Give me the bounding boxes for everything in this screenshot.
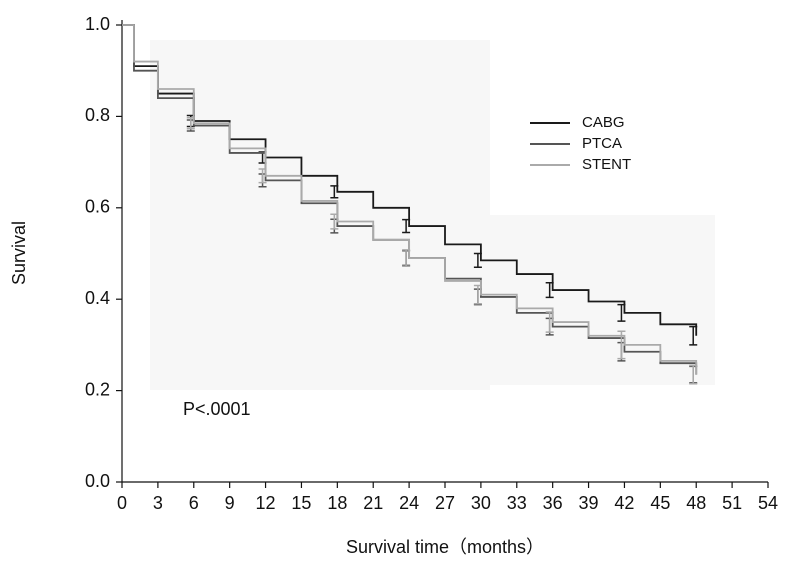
x-tick-label: 24 bbox=[399, 493, 419, 513]
legend-label: STENT bbox=[582, 156, 631, 173]
x-tick-label: 27 bbox=[435, 493, 455, 513]
annotation: P<.0001 bbox=[183, 399, 251, 419]
x-tick-label: 9 bbox=[225, 493, 235, 513]
x-tick-label: 15 bbox=[291, 493, 311, 513]
x-tick-label: 54 bbox=[758, 493, 778, 513]
survival-line bbox=[122, 24, 698, 375]
x-tick-label: 3 bbox=[153, 493, 163, 513]
legend-label: PTCA bbox=[582, 135, 622, 152]
x-tick-label: 30 bbox=[471, 493, 491, 513]
background-shade bbox=[490, 215, 715, 385]
error-bar bbox=[258, 168, 267, 184]
x-tick-label: 48 bbox=[686, 493, 706, 513]
error-bar bbox=[330, 185, 339, 199]
error-bar bbox=[402, 249, 411, 268]
x-tick-label: 42 bbox=[614, 493, 634, 513]
x-tick-label: 33 bbox=[507, 493, 527, 513]
y-tick-label: 1.0 bbox=[85, 14, 110, 34]
error-bar bbox=[545, 311, 554, 333]
error-bar bbox=[689, 325, 698, 346]
x-tick-label: 0 bbox=[117, 493, 127, 513]
background-shade bbox=[150, 40, 490, 390]
x-tick-label: 18 bbox=[327, 493, 347, 513]
y-tick-label: 0.6 bbox=[85, 197, 110, 217]
x-tick-label: 45 bbox=[650, 493, 670, 513]
x-tick-label: 39 bbox=[579, 493, 599, 513]
x-tick-label: 51 bbox=[722, 493, 742, 513]
y-tick-label: 0.4 bbox=[85, 288, 110, 308]
x-tick-label: 36 bbox=[543, 493, 563, 513]
error-bar bbox=[689, 364, 698, 385]
y-tick-label: 0.0 bbox=[85, 471, 110, 491]
error-bar bbox=[473, 284, 482, 305]
x-tick-label: 6 bbox=[189, 493, 199, 513]
x-tick-label: 12 bbox=[256, 493, 276, 513]
error-bar bbox=[402, 218, 411, 234]
error-bar bbox=[617, 330, 626, 360]
error-bar bbox=[545, 281, 554, 299]
error-bar bbox=[186, 117, 195, 130]
y-tick-label: 0.8 bbox=[85, 105, 110, 125]
x-axis-label: Survival time（months） bbox=[346, 537, 544, 557]
error-bar bbox=[473, 252, 482, 268]
legend-label: CABG bbox=[582, 114, 625, 131]
x-tick-label: 21 bbox=[363, 493, 383, 513]
y-tick-label: 0.2 bbox=[85, 379, 110, 399]
error-bar bbox=[617, 303, 626, 322]
y-axis-label: Survival bbox=[9, 221, 29, 285]
error-bar bbox=[330, 213, 339, 230]
